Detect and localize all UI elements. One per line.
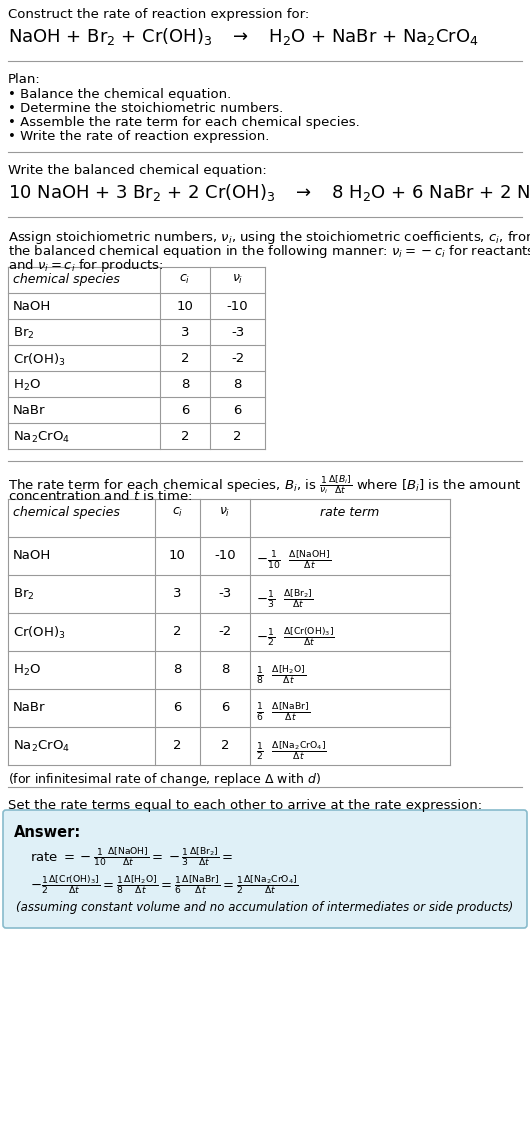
Text: $-\frac{1}{10}$  $\frac{\Delta[\mathrm{NaOH}]}{\Delta t}$: $-\frac{1}{10}$ $\frac{\Delta[\mathrm{Na…	[256, 549, 331, 571]
Text: rate term: rate term	[320, 506, 379, 519]
Text: 8: 8	[221, 663, 229, 676]
Text: The rate term for each chemical species, $B_i$, is $\frac{1}{\nu_i}\frac{\Delta[: The rate term for each chemical species,…	[8, 473, 522, 496]
Text: 3: 3	[181, 325, 189, 339]
Text: 10: 10	[169, 549, 186, 562]
FancyBboxPatch shape	[3, 810, 527, 927]
Text: NaOH: NaOH	[13, 549, 51, 562]
Text: 10 NaOH + 3 Br$_2$ + 2 Cr(OH)$_3$   $\rightarrow$   8 H$_2$O + 6 NaBr + 2 Na$_2$: 10 NaOH + 3 Br$_2$ + 2 Cr(OH)$_3$ $\righ…	[8, 182, 530, 203]
Text: 8: 8	[181, 378, 189, 391]
Text: NaOH: NaOH	[13, 300, 51, 313]
Text: 2: 2	[181, 352, 189, 365]
Text: NaOH + Br$_2$ + Cr(OH)$_3$   $\rightarrow$   H$_2$O + NaBr + Na$_2$CrO$_4$: NaOH + Br$_2$ + Cr(OH)$_3$ $\rightarrow$…	[8, 26, 479, 47]
Text: Na$_2$CrO$_4$: Na$_2$CrO$_4$	[13, 739, 70, 754]
Text: chemical species: chemical species	[13, 506, 120, 519]
Text: 8: 8	[233, 378, 242, 391]
Text: $\frac{1}{8}$  $\frac{\Delta[\mathrm{H_2O}]}{\Delta t}$: $\frac{1}{8}$ $\frac{\Delta[\mathrm{H_2O…	[256, 663, 306, 686]
Text: NaBr: NaBr	[13, 701, 46, 714]
Text: 6: 6	[181, 404, 189, 417]
Text: and $\nu_i = c_i$ for products:: and $\nu_i = c_i$ for products:	[8, 257, 164, 274]
Text: $\nu_i$: $\nu_i$	[232, 273, 243, 286]
Text: -10: -10	[214, 549, 236, 562]
Text: Plan:: Plan:	[8, 73, 41, 86]
Text: (assuming constant volume and no accumulation of intermediates or side products): (assuming constant volume and no accumul…	[16, 901, 514, 914]
Text: H$_2$O: H$_2$O	[13, 663, 41, 678]
Text: $c_i$: $c_i$	[172, 506, 183, 519]
Text: Br$_2$: Br$_2$	[13, 325, 34, 341]
Text: chemical species: chemical species	[13, 273, 120, 286]
Text: -3: -3	[218, 587, 232, 600]
Text: • Assemble the rate term for each chemical species.: • Assemble the rate term for each chemic…	[8, 116, 360, 129]
Text: $\frac{1}{2}$  $\frac{\Delta[\mathrm{Na_2CrO_4}]}{\Delta t}$: $\frac{1}{2}$ $\frac{\Delta[\mathrm{Na_2…	[256, 739, 326, 762]
Text: (for infinitesimal rate of change, replace $\Delta$ with $d$): (for infinitesimal rate of change, repla…	[8, 772, 321, 787]
Text: Na$_2$CrO$_4$: Na$_2$CrO$_4$	[13, 430, 70, 445]
Text: • Determine the stoichiometric numbers.: • Determine the stoichiometric numbers.	[8, 102, 283, 115]
Text: -3: -3	[231, 325, 244, 339]
Text: Assign stoichiometric numbers, $\nu_i$, using the stoichiometric coefficients, $: Assign stoichiometric numbers, $\nu_i$, …	[8, 229, 530, 246]
Text: 6: 6	[173, 701, 182, 714]
Text: the balanced chemical equation in the following manner: $\nu_i = -c_i$ for react: the balanced chemical equation in the fo…	[8, 244, 530, 259]
Text: $\nu_i$: $\nu_i$	[219, 506, 231, 519]
Text: Cr(OH)$_3$: Cr(OH)$_3$	[13, 625, 66, 641]
Text: H$_2$O: H$_2$O	[13, 378, 41, 393]
Text: • Write the rate of reaction expression.: • Write the rate of reaction expression.	[8, 130, 269, 143]
Text: Construct the rate of reaction expression for:: Construct the rate of reaction expressio…	[8, 8, 309, 20]
Text: -10: -10	[227, 300, 249, 313]
Text: -2: -2	[231, 352, 244, 365]
Text: 2: 2	[233, 430, 242, 443]
Text: 2: 2	[181, 430, 189, 443]
Text: Write the balanced chemical equation:: Write the balanced chemical equation:	[8, 164, 267, 178]
Text: concentration and $t$ is time:: concentration and $t$ is time:	[8, 489, 192, 503]
Text: Cr(OH)$_3$: Cr(OH)$_3$	[13, 352, 66, 368]
Text: $-\frac{1}{2}\frac{\Delta[\mathrm{Cr(OH)_3}]}{\Delta t} = \frac{1}{8}\frac{\Delt: $-\frac{1}{2}\frac{\Delta[\mathrm{Cr(OH)…	[30, 873, 298, 896]
Text: $-\frac{1}{3}$  $\frac{\Delta[\mathrm{Br_2}]}{\Delta t}$: $-\frac{1}{3}$ $\frac{\Delta[\mathrm{Br_…	[256, 587, 313, 610]
Text: 3: 3	[173, 587, 182, 600]
Text: 6: 6	[233, 404, 242, 417]
Text: $c_i$: $c_i$	[179, 273, 191, 286]
Text: -2: -2	[218, 625, 232, 638]
Text: 6: 6	[221, 701, 229, 714]
Text: $\frac{1}{6}$  $\frac{\Delta[\mathrm{NaBr}]}{\Delta t}$: $\frac{1}{6}$ $\frac{\Delta[\mathrm{NaBr…	[256, 701, 311, 723]
Text: 2: 2	[173, 739, 182, 752]
Text: • Balance the chemical equation.: • Balance the chemical equation.	[8, 88, 231, 101]
Text: NaBr: NaBr	[13, 404, 46, 417]
Text: 2: 2	[173, 625, 182, 638]
Text: rate $= -\frac{1}{10}\frac{\Delta[\mathrm{NaOH}]}{\Delta t} = -\frac{1}{3}\frac{: rate $= -\frac{1}{10}\frac{\Delta[\mathr…	[30, 846, 233, 868]
Text: 8: 8	[173, 663, 182, 676]
Text: 2: 2	[221, 739, 229, 752]
Text: Set the rate terms equal to each other to arrive at the rate expression:: Set the rate terms equal to each other t…	[8, 799, 482, 813]
Text: 10: 10	[176, 300, 193, 313]
Text: $-\frac{1}{2}$  $\frac{\Delta[\mathrm{Cr(OH)_3}]}{\Delta t}$: $-\frac{1}{2}$ $\frac{\Delta[\mathrm{Cr(…	[256, 625, 335, 648]
Text: Br$_2$: Br$_2$	[13, 587, 34, 602]
Text: Answer:: Answer:	[14, 825, 81, 840]
